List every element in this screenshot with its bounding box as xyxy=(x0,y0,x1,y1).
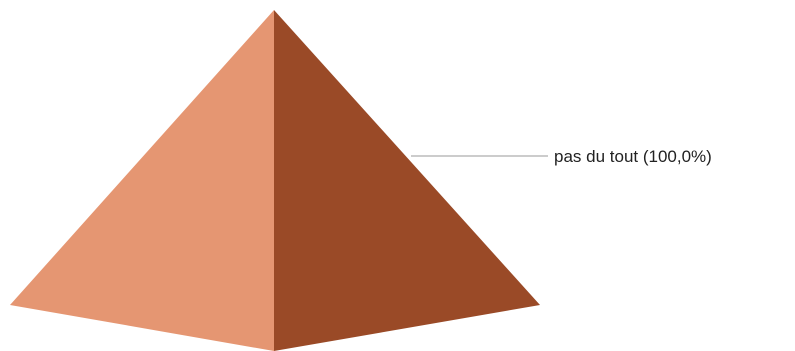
slice-label-pas-du-tout: pas du tout (100,0%) xyxy=(554,147,712,166)
pyramid-left-face xyxy=(10,10,274,351)
pyramid-right-face-segment-pas-du-tout xyxy=(274,10,540,351)
